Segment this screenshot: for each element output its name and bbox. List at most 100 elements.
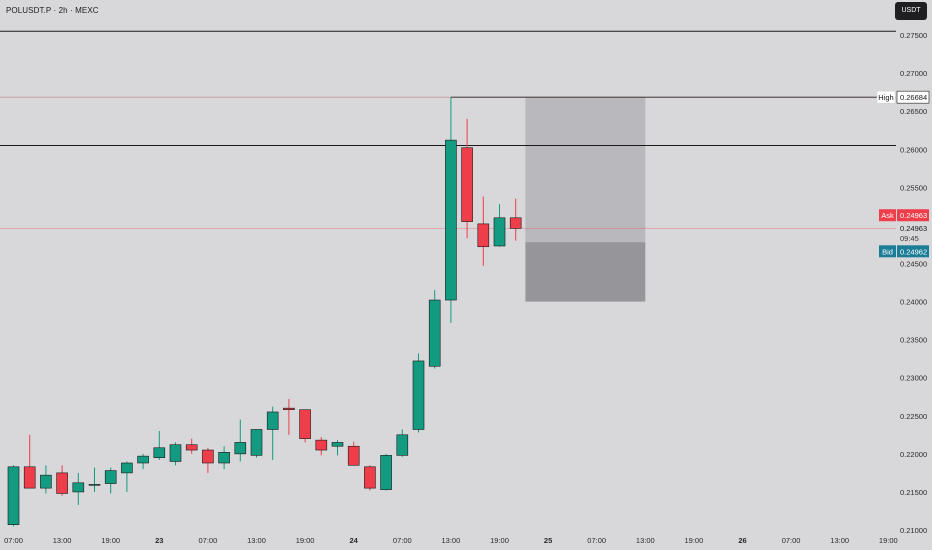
candle: [218, 446, 230, 470]
candle-body: [477, 223, 490, 248]
price-tick: 0.21000: [900, 526, 927, 535]
target-zone: [525, 242, 646, 302]
candle: [299, 409, 311, 443]
price-tick: 0.23000: [900, 374, 927, 383]
candle-body: [23, 466, 36, 489]
symbol-title: POLUSDT.P · 2h · MEXC: [6, 6, 99, 15]
time-tick: 19:00: [490, 536, 509, 545]
stop-zone: [525, 97, 646, 243]
price-tick: 0.24500: [900, 259, 927, 268]
position-zones: [525, 97, 646, 302]
candle: [185, 438, 198, 454]
ask-value-box: [897, 209, 929, 222]
countdown: 09:45: [900, 234, 919, 243]
time-axis[interactable]: 07:00 13:00 19:00 23 07:00 13:00 19:00 24 07:00 1…: [4, 536, 898, 545]
candle-body: [445, 139, 457, 301]
time-tick: 25: [544, 536, 552, 545]
candle: [72, 472, 85, 505]
candle: [104, 467, 117, 494]
candle: [461, 118, 473, 239]
candle-body: [331, 442, 344, 447]
candle-body: [104, 470, 117, 484]
bid-label-box: [879, 245, 896, 258]
candle: [266, 406, 279, 460]
candle-body: [7, 466, 20, 525]
candle-body: [493, 217, 506, 247]
candle-body: [396, 434, 409, 456]
high-label-box: [876, 90, 896, 104]
candle-body: [283, 407, 295, 410]
price-axis[interactable]: 0.27500 0.27000 0.26500 0.26000 0.25500 0.245…: [900, 31, 927, 535]
candle-body: [202, 449, 214, 464]
ask-label-box: [879, 209, 896, 222]
candle-body: [234, 442, 247, 455]
candle-body: [266, 411, 279, 430]
time-tick: 13:00: [53, 536, 72, 545]
price-tick: 0.22000: [900, 450, 927, 459]
price-tick: 0.27500: [900, 31, 927, 40]
high-label: High: [878, 93, 893, 102]
candle-body: [364, 466, 376, 489]
time-tick: 07:00: [393, 536, 412, 545]
candle: [315, 437, 328, 456]
time-tick: 23: [155, 536, 163, 545]
candle-body: [428, 299, 441, 367]
candle: [23, 434, 36, 489]
candle: [477, 196, 490, 266]
candle: [169, 442, 182, 466]
price-tick: 0.26500: [900, 107, 927, 116]
candle: [493, 204, 506, 247]
candle-body: [169, 444, 182, 462]
price-tick: 0.27000: [900, 69, 927, 78]
current-price: 0.24963: [900, 224, 927, 233]
price-tick: 0.22500: [900, 412, 927, 421]
candle: [56, 465, 68, 496]
candle-body: [412, 360, 425, 430]
currency-button[interactable]: USDT: [895, 2, 927, 20]
time-tick: 19:00: [296, 536, 315, 545]
candle-body: [40, 474, 52, 489]
high-value: 0.26684: [900, 93, 927, 102]
candle: [412, 353, 425, 433]
time-tick: 07:00: [587, 536, 606, 545]
price-tick: 0.25500: [900, 183, 927, 192]
candle-body: [380, 455, 392, 490]
candle-body: [137, 455, 149, 464]
candle: [396, 429, 409, 457]
time-tick: 07:00: [782, 536, 801, 545]
time-tick: 19:00: [879, 536, 898, 545]
candle-body: [185, 444, 198, 451]
time-tick: 26: [738, 536, 746, 545]
price-tick: 0.26000: [900, 145, 927, 154]
candle: [347, 441, 360, 466]
ask-label: Ask: [881, 211, 894, 220]
time-tick: 19:00: [101, 536, 120, 545]
candle-body: [315, 439, 328, 451]
candle-body: [347, 445, 360, 466]
bid-label: Bid: [882, 247, 893, 256]
candle: [153, 431, 166, 460]
price-tick: 0.21500: [900, 488, 927, 497]
time-tick: 07:00: [4, 536, 23, 545]
candles: [7, 97, 522, 527]
candle: [283, 399, 295, 435]
candle-body: [121, 462, 133, 474]
candle-body: [56, 472, 68, 494]
candle-body: [250, 429, 263, 456]
bid-value: 0.24962: [900, 247, 927, 256]
time-tick: 13:00: [636, 536, 655, 545]
candle: [7, 465, 20, 527]
candle: [428, 290, 441, 369]
price-tick: 0.24000: [900, 298, 927, 307]
candle: [331, 440, 344, 456]
candle-body: [153, 447, 166, 458]
candle-body: [72, 482, 85, 493]
time-tick: 13:00: [442, 536, 461, 545]
candle: [250, 429, 263, 458]
candle: [509, 198, 522, 241]
bid-value-box: [897, 245, 929, 258]
candle-body: [218, 452, 230, 464]
candle-body: [509, 217, 522, 229]
